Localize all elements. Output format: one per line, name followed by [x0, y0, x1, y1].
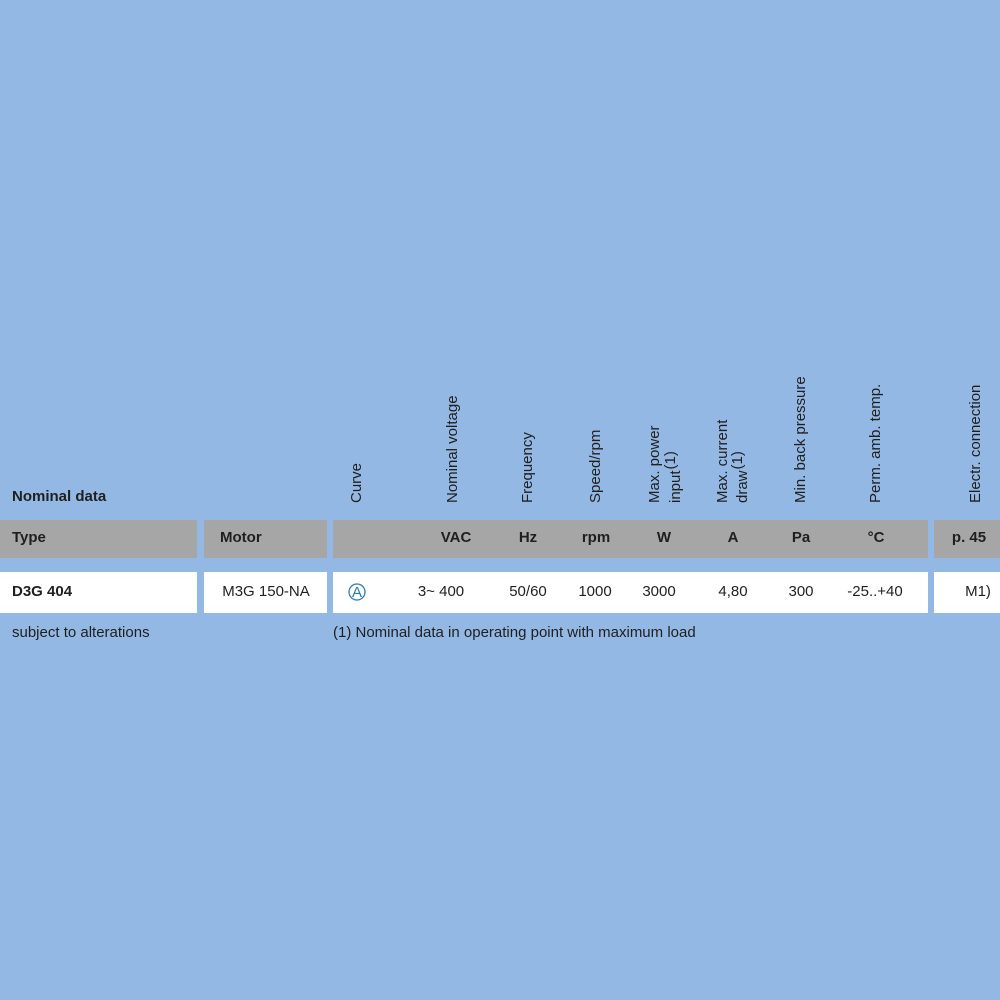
cell-value: 50/60 — [509, 583, 547, 600]
rotated-header: Speed/rpm — [587, 430, 604, 503]
section-title: Nominal data — [12, 488, 107, 505]
curve-label: A — [352, 584, 362, 601]
unit-label: A — [728, 529, 739, 546]
header-cell — [0, 520, 197, 558]
cell-value: 3~ 400 — [418, 583, 464, 600]
footnote-mark: (1) — [662, 451, 679, 469]
footnote: subject to alterations — [12, 624, 150, 641]
row-cell — [934, 572, 1000, 613]
rotated-header: Max. power — [646, 425, 663, 503]
curve-icon — [348, 583, 366, 601]
cell-value: 300 — [788, 583, 813, 600]
row-cell — [0, 572, 197, 613]
rotated-header: Curve — [348, 463, 365, 503]
column-header: Type — [12, 529, 46, 546]
cell-value: 4,80 — [718, 583, 747, 600]
unit-label: p. 45 — [952, 529, 986, 546]
cell-value: 3000 — [642, 583, 675, 600]
rotated-header: draw — [734, 470, 751, 503]
header-cell — [934, 520, 1000, 558]
row-cell — [333, 572, 928, 613]
header-cell — [204, 520, 327, 558]
rotated-header: input — [667, 470, 684, 503]
rotated-header: Min. back pressure — [792, 376, 809, 503]
rotated-header: Electr. connection — [967, 385, 984, 503]
header-cell — [333, 520, 928, 558]
footnote: (1) Nominal data in operating point with… — [333, 624, 696, 641]
rotated-header: Frequency — [519, 432, 536, 503]
unit-label: W — [657, 529, 672, 546]
column-header: Motor — [220, 529, 262, 546]
cell-value: M1) — [965, 583, 991, 600]
footnote-mark: (1) — [729, 451, 746, 469]
unit-label: Hz — [519, 529, 537, 546]
cell-value: M3G 150-NA — [222, 583, 310, 600]
unit-label: °C — [868, 529, 885, 546]
cell-value: -25..+40 — [847, 583, 902, 600]
row-cell — [204, 572, 327, 613]
unit-label: Pa — [792, 529, 811, 546]
cell-value: D3G 404 — [12, 583, 73, 600]
unit-label: rpm — [582, 529, 610, 546]
rotated-header: Perm. amb. temp. — [867, 384, 884, 503]
rotated-header: Max. current — [714, 419, 731, 503]
rotated-header: Nominal voltage — [444, 395, 461, 503]
unit-label: VAC — [441, 529, 472, 546]
cell-value: 1000 — [578, 583, 611, 600]
